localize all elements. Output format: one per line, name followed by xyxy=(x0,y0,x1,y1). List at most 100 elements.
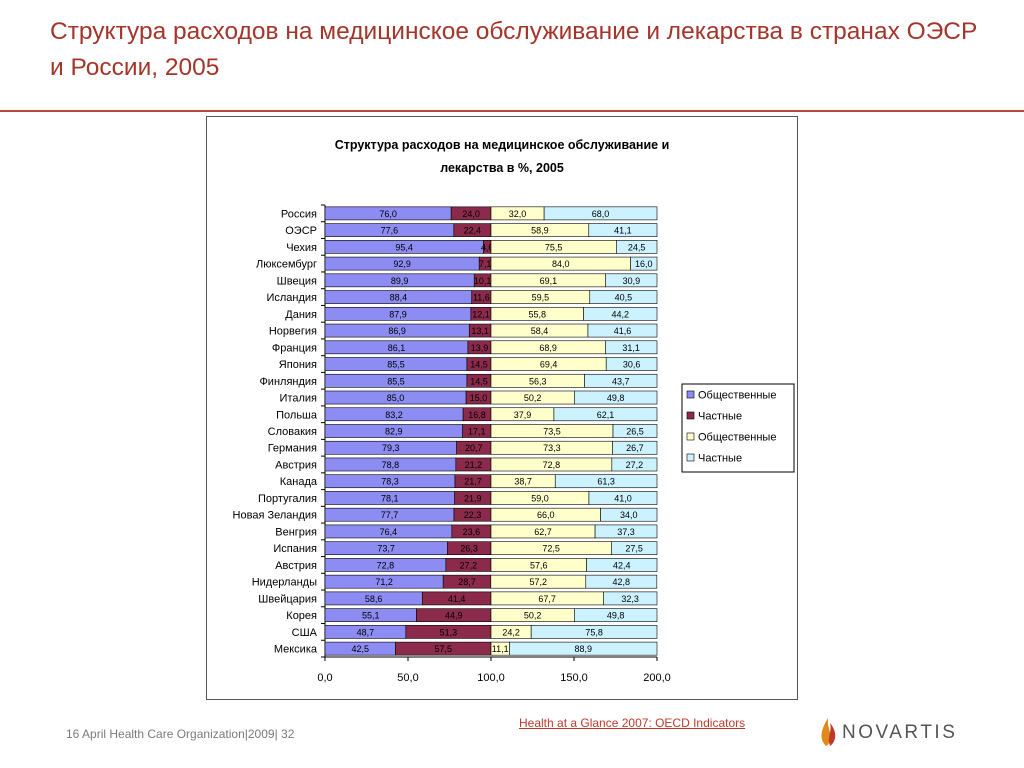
data-label: 71,2 xyxy=(375,577,393,587)
category-label: Австрия xyxy=(275,560,317,572)
data-label: 32,0 xyxy=(509,209,527,219)
legend-swatch xyxy=(686,390,695,399)
data-label: 42,4 xyxy=(613,560,631,570)
data-label: 86,9 xyxy=(388,326,406,336)
x-tick-label: 200,0 xyxy=(643,672,671,684)
data-label: 82,9 xyxy=(385,427,403,437)
data-label: 26,3 xyxy=(460,544,478,554)
data-label: 27,5 xyxy=(625,544,643,554)
category-label: Новая Зеландия xyxy=(233,510,317,522)
stacked-bar-chart: Структура расходов на медицинское обслуж… xyxy=(233,138,795,684)
bar-segment xyxy=(605,357,658,371)
category-label: Италия xyxy=(280,393,318,405)
novartis-logo-text: NOVARTIS xyxy=(842,722,958,743)
category-label: Франция xyxy=(272,342,317,354)
data-label: 16,0 xyxy=(635,259,653,269)
bar-segment xyxy=(612,440,658,455)
data-label: 41,1 xyxy=(614,226,632,236)
data-label: 10,1 xyxy=(474,276,492,286)
data-label: 89,9 xyxy=(391,276,409,286)
legend-label: Частные xyxy=(698,453,742,465)
legend-label: Общественные xyxy=(698,390,776,402)
data-label: 22,3 xyxy=(464,510,482,520)
data-label: 30,9 xyxy=(623,276,641,286)
data-label: 11,6 xyxy=(473,293,490,303)
data-label: 14,5 xyxy=(470,376,488,386)
category-label: Чехия xyxy=(286,242,317,254)
category-label: США xyxy=(292,627,318,639)
bar-segment xyxy=(594,524,658,539)
bar-segment xyxy=(554,474,658,489)
bar-segment xyxy=(587,323,658,338)
legend-box xyxy=(681,383,795,473)
bar-segment xyxy=(530,625,658,639)
data-label: 24,2 xyxy=(502,627,520,637)
bar-segment xyxy=(543,206,658,221)
data-label: 23,6 xyxy=(463,527,481,537)
category-label: Исландия xyxy=(266,292,317,304)
data-label: 55,1 xyxy=(362,611,380,621)
data-label: 95,4 xyxy=(395,242,413,252)
x-tick-label: 50,0 xyxy=(397,672,418,684)
data-label: 62,7 xyxy=(534,527,552,537)
data-label: 77,7 xyxy=(381,510,399,520)
data-label: 75,5 xyxy=(545,242,563,252)
legend-label: Частные xyxy=(698,411,742,423)
data-label: 85,0 xyxy=(387,393,405,403)
data-label: 59,0 xyxy=(531,493,549,503)
bar-segment xyxy=(589,290,658,304)
data-label: 26,5 xyxy=(626,427,644,437)
data-label: 76,4 xyxy=(380,527,398,537)
data-label: 14,5 xyxy=(470,360,488,370)
data-label: 40,5 xyxy=(615,293,633,303)
bar-segment xyxy=(585,574,658,589)
bar-segment xyxy=(616,240,658,254)
data-label: 88,9 xyxy=(574,644,592,654)
data-label: 21,7 xyxy=(464,477,482,487)
data-label: 34,0 xyxy=(620,510,638,520)
data-label: 27,2 xyxy=(460,560,478,570)
category-label: Австрия xyxy=(275,459,317,471)
category-label: Россия xyxy=(281,208,317,220)
bar-segment xyxy=(605,273,658,288)
data-label: 69,4 xyxy=(540,360,558,370)
data-label: 59,5 xyxy=(532,293,550,303)
source-link[interactable]: Health at a Glance 2007: OECD Indicators xyxy=(519,716,746,730)
data-label: 26,7 xyxy=(626,443,644,453)
slide-title: Структура расходов на медицинское обслуж… xyxy=(50,18,978,81)
data-label: 13,9 xyxy=(471,343,489,353)
data-label: 44,9 xyxy=(445,611,463,621)
data-label: 15,0 xyxy=(470,393,488,403)
data-label: 68,9 xyxy=(539,343,557,353)
x-tick-label: 150,0 xyxy=(560,672,588,684)
category-label: Венгрия xyxy=(275,526,317,538)
data-label: 86,1 xyxy=(388,343,406,353)
bar-segment xyxy=(574,390,658,405)
data-label: 51,3 xyxy=(440,627,458,637)
data-label: 58,4 xyxy=(531,326,549,336)
category-label: Люксембург xyxy=(256,259,317,271)
bar-segment xyxy=(588,223,658,237)
novartis-logo xyxy=(821,718,836,746)
data-label: 56,3 xyxy=(529,376,547,386)
data-label: 79,3 xyxy=(382,443,400,453)
data-label: 78,8 xyxy=(382,460,400,470)
data-label: 73,5 xyxy=(543,427,561,437)
legend-swatch xyxy=(686,411,695,420)
category-label: Финляндия xyxy=(259,376,317,388)
category-label: Норвегия xyxy=(269,326,317,338)
plot-area: 0,0 50,0 100,0 150,0 200,0 Россия 76,0 24,0 32,0… xyxy=(233,204,671,684)
data-label: 20,7 xyxy=(465,443,483,453)
data-label: 92,9 xyxy=(393,259,411,269)
data-label: 75,8 xyxy=(585,627,603,637)
bar-segment xyxy=(509,641,658,656)
legend-label: Общественные xyxy=(698,432,776,444)
legend-swatch xyxy=(686,453,695,462)
data-label: 72,8 xyxy=(543,460,561,470)
bar-segment xyxy=(611,541,658,556)
category-label: ОЭСР xyxy=(285,225,317,237)
data-label: 37,9 xyxy=(514,410,532,420)
data-label: 37,3 xyxy=(617,527,635,537)
data-label: 57,5 xyxy=(435,644,453,654)
data-label: 27,2 xyxy=(626,460,644,470)
